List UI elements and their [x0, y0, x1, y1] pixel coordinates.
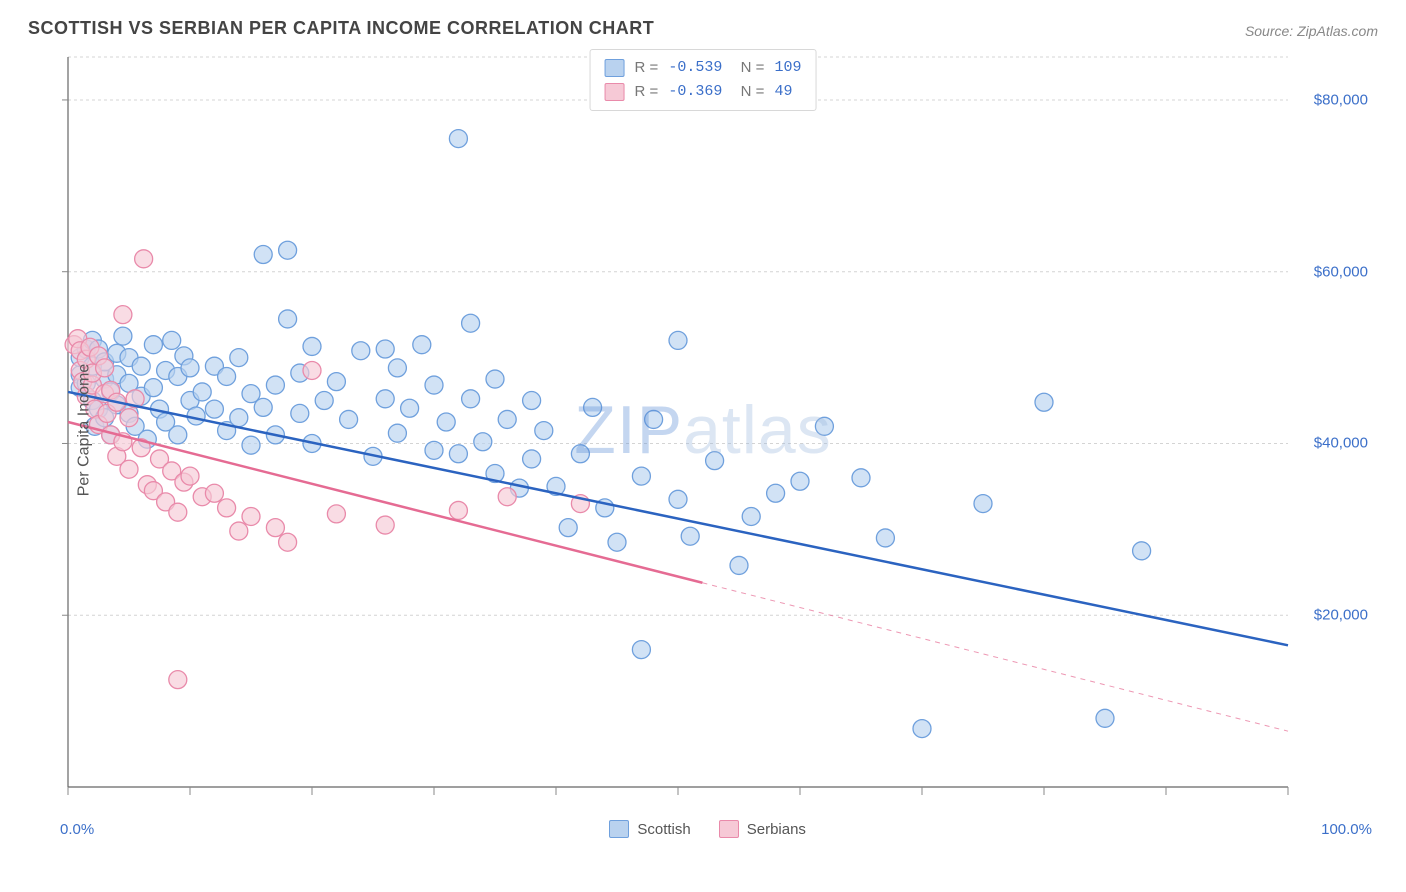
y-axis-label: Per Capita Income	[75, 363, 93, 496]
y-tick-label: $40,000	[1314, 435, 1368, 452]
chart-area: Per Capita Income ZIPatlas R = -0.539 N …	[28, 47, 1378, 812]
scatter-chart	[28, 47, 1298, 807]
chart-source: Source: ZipAtlas.com	[1245, 23, 1378, 39]
y-tick-label: $60,000	[1314, 263, 1368, 280]
bottom-legend: 0.0% Scottish Serbians 100.0%	[28, 820, 1378, 838]
x-axis-min-label: 0.0%	[60, 821, 94, 838]
chart-header: SCOTTISH VS SERBIAN PER CAPITA INCOME CO…	[0, 0, 1406, 47]
x-axis-max-label: 100.0%	[1321, 821, 1372, 838]
series-legend-scottish: Scottish	[609, 820, 690, 838]
legend-row-scottish: R = -0.539 N = 109	[605, 56, 802, 80]
y-tick-label: $80,000	[1314, 91, 1368, 108]
legend-row-serbians: R = -0.369 N = 49	[605, 80, 802, 104]
y-tick-label: $20,000	[1314, 607, 1368, 624]
series-legend-serbians: Serbians	[719, 820, 806, 838]
series-legend: Scottish Serbians	[609, 820, 806, 838]
legend-swatch-serbians	[605, 83, 625, 101]
legend-swatch-serbians	[719, 820, 739, 838]
chart-title: SCOTTISH VS SERBIAN PER CAPITA INCOME CO…	[28, 18, 654, 39]
correlation-legend: R = -0.539 N = 109 R = -0.369 N = 49	[590, 49, 817, 111]
legend-swatch-scottish	[609, 820, 629, 838]
legend-swatch-scottish	[605, 59, 625, 77]
